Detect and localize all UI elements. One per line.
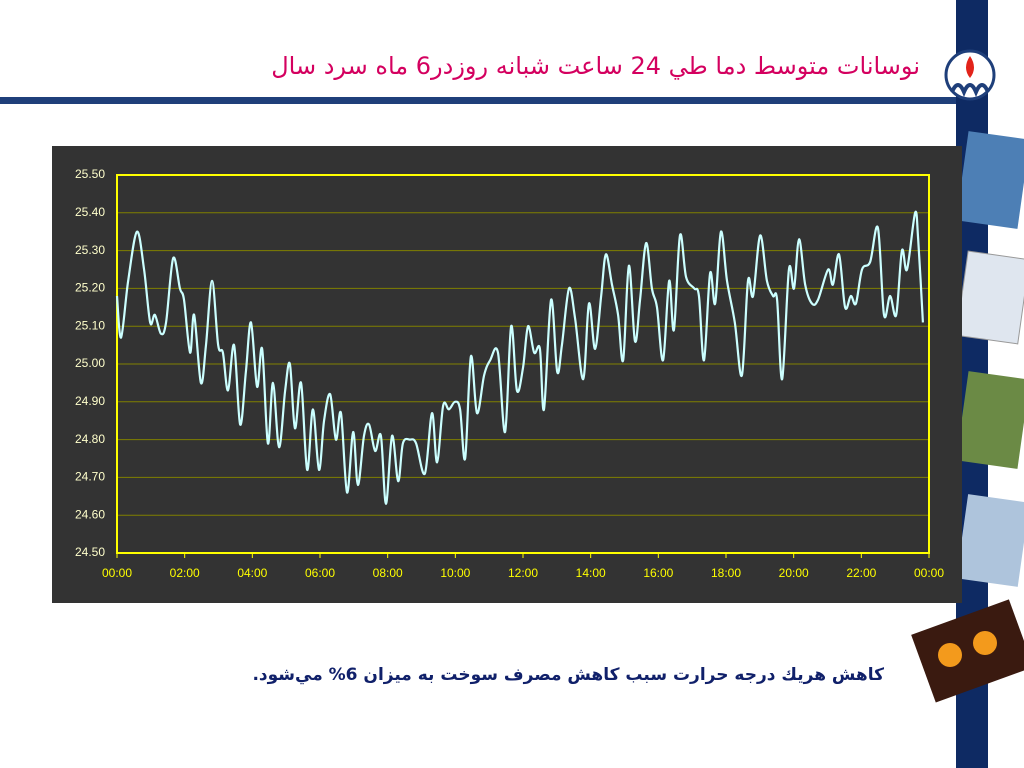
y-tick-label: 25.30 — [75, 243, 105, 257]
y-tick-label: 25.00 — [75, 356, 105, 370]
footer-note: كاهش هريك درجه حرارت سبب كاهش مصرف سوخت … — [252, 665, 884, 685]
x-tick-label: 16:00 — [643, 566, 673, 580]
y-tick-label: 24.60 — [75, 507, 105, 521]
logo — [944, 49, 996, 101]
y-tick-label: 25.50 — [75, 167, 105, 181]
plot: 24.50 24.60 24.70 24.80 24.90 25.00 25.10 25.20… — [75, 167, 944, 580]
x-tick-label: 20:00 — [779, 566, 809, 580]
chart-panel — [52, 146, 962, 603]
y-tick-label: 24.70 — [75, 470, 105, 484]
plot-frame — [116, 174, 930, 554]
x-tick-label: 12:00 — [508, 566, 538, 580]
x-tick-label: 06:00 — [305, 566, 335, 580]
y-tick-label: 24.50 — [75, 545, 105, 559]
y-tick-label: 25.40 — [75, 205, 105, 219]
x-tick-label: 04:00 — [237, 566, 267, 580]
chart-title: نوسانات متوسط دما طي 24 ساعت شبانه روزدر… — [271, 52, 920, 80]
x-tick-label: 00:00 — [914, 566, 944, 580]
x-tick-label: 10:00 — [440, 566, 470, 580]
y-tick-label: 25.20 — [75, 281, 105, 295]
side-images — [911, 131, 1024, 703]
x-tick-label: 22:00 — [846, 566, 876, 580]
x-tick-label: 02:00 — [170, 566, 200, 580]
x-tick-label: 18:00 — [711, 566, 741, 580]
header-bar — [0, 97, 958, 104]
y-tick-label: 25.10 — [75, 318, 105, 332]
y-tick-label: 24.80 — [75, 432, 105, 446]
x-tick-label: 14:00 — [576, 566, 606, 580]
x-tick-label: 08:00 — [373, 566, 403, 580]
temperature-line — [115, 210, 925, 505]
y-tick-label: 24.90 — [75, 394, 105, 408]
x-tick-label: 00:00 — [102, 566, 132, 580]
